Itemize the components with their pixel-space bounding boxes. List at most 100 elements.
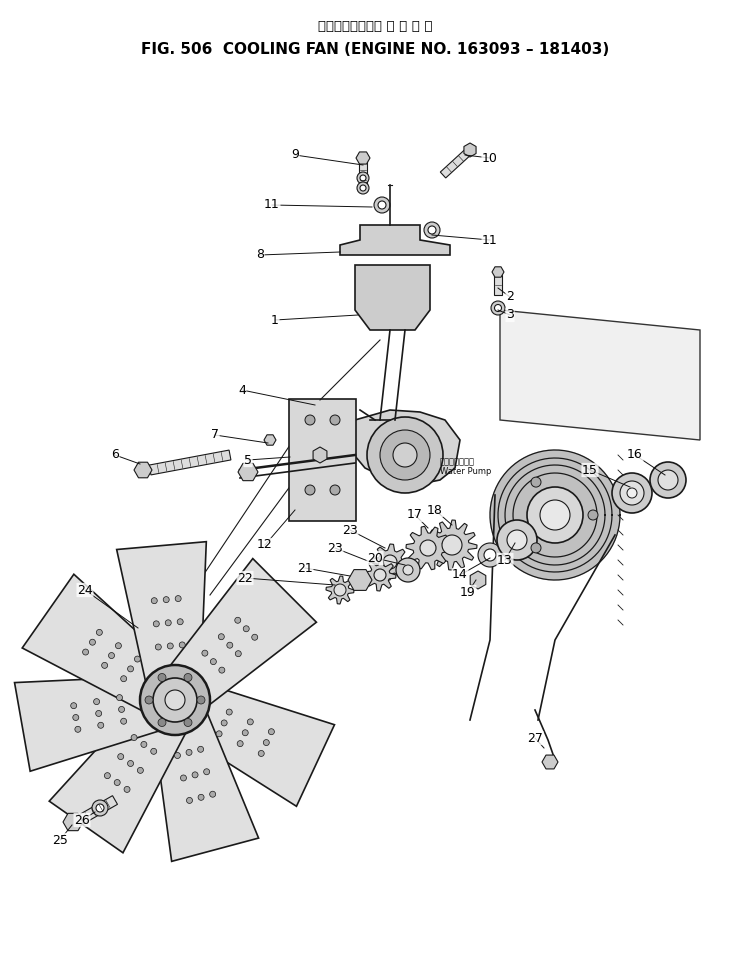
Circle shape (145, 696, 153, 704)
Circle shape (360, 185, 366, 191)
Circle shape (497, 520, 537, 560)
Text: 11: 11 (482, 234, 498, 246)
Polygon shape (372, 544, 408, 580)
Polygon shape (427, 520, 477, 570)
Circle shape (531, 543, 541, 553)
Text: 14: 14 (452, 569, 468, 581)
Text: 10: 10 (482, 152, 498, 165)
Polygon shape (149, 450, 231, 475)
Circle shape (226, 642, 232, 649)
Circle shape (202, 651, 208, 656)
Circle shape (242, 730, 248, 735)
Circle shape (153, 620, 159, 627)
Text: FIG. 506  COOLING FAN (ENGINE NO. 163093 – 181403): FIG. 506 COOLING FAN (ENGINE NO. 163093 … (141, 42, 609, 57)
Text: 26: 26 (74, 813, 90, 827)
Circle shape (158, 673, 166, 682)
Circle shape (165, 619, 171, 625)
Circle shape (116, 643, 122, 649)
Circle shape (305, 485, 315, 495)
Text: 23: 23 (342, 523, 358, 537)
Circle shape (588, 510, 598, 520)
Text: 25: 25 (52, 834, 68, 846)
Circle shape (221, 720, 227, 726)
Circle shape (96, 629, 102, 635)
Polygon shape (164, 677, 334, 806)
FancyBboxPatch shape (289, 399, 356, 521)
Circle shape (218, 634, 224, 640)
Circle shape (184, 673, 192, 682)
Circle shape (650, 462, 686, 498)
Polygon shape (14, 675, 179, 771)
Circle shape (82, 649, 88, 656)
Text: 23: 23 (327, 542, 343, 554)
Text: 27: 27 (527, 731, 543, 744)
Circle shape (165, 690, 185, 710)
Text: クーリングファン 適 用 号 機: クーリングファン 適 用 号 機 (318, 20, 432, 33)
Circle shape (258, 750, 264, 757)
Text: 5: 5 (244, 454, 252, 467)
Circle shape (94, 698, 100, 704)
Circle shape (484, 549, 496, 561)
Polygon shape (134, 463, 152, 478)
Circle shape (124, 786, 130, 793)
Circle shape (75, 727, 81, 732)
Polygon shape (490, 450, 620, 580)
Text: 9: 9 (291, 148, 299, 162)
Circle shape (155, 644, 161, 650)
Circle shape (164, 597, 170, 603)
Polygon shape (151, 693, 259, 861)
Circle shape (357, 182, 369, 194)
Circle shape (507, 530, 527, 550)
Circle shape (204, 768, 210, 774)
Circle shape (98, 723, 104, 729)
Circle shape (396, 558, 420, 582)
Text: 15: 15 (582, 464, 598, 476)
Circle shape (226, 709, 232, 715)
Circle shape (305, 415, 315, 425)
Text: 16: 16 (627, 448, 643, 462)
Circle shape (186, 749, 192, 756)
Circle shape (184, 719, 192, 727)
Circle shape (531, 477, 541, 487)
Circle shape (248, 719, 254, 725)
Circle shape (263, 739, 269, 745)
Circle shape (268, 729, 274, 734)
Circle shape (176, 595, 181, 602)
Circle shape (89, 639, 95, 645)
Circle shape (167, 643, 173, 649)
Polygon shape (406, 526, 450, 570)
Polygon shape (313, 447, 327, 463)
Circle shape (357, 172, 369, 184)
Text: 20: 20 (367, 551, 383, 565)
Circle shape (627, 488, 637, 498)
Circle shape (330, 485, 340, 495)
Polygon shape (77, 796, 118, 824)
Circle shape (158, 719, 166, 727)
Polygon shape (542, 755, 558, 768)
Circle shape (179, 642, 185, 648)
Circle shape (134, 656, 140, 662)
Circle shape (192, 771, 198, 778)
Polygon shape (63, 813, 83, 831)
Text: 4: 4 (238, 384, 246, 396)
Circle shape (187, 798, 193, 804)
Polygon shape (264, 434, 276, 445)
Circle shape (198, 795, 204, 801)
Circle shape (102, 662, 108, 668)
Circle shape (96, 804, 104, 812)
Polygon shape (494, 275, 502, 295)
Circle shape (380, 430, 430, 480)
Circle shape (177, 618, 183, 624)
Circle shape (540, 500, 570, 530)
Circle shape (104, 772, 110, 778)
Text: 3: 3 (506, 309, 514, 321)
Text: 12: 12 (257, 539, 273, 551)
Text: Water Pump: Water Pump (440, 468, 491, 476)
Circle shape (118, 706, 124, 712)
Circle shape (151, 748, 157, 754)
Polygon shape (340, 225, 450, 255)
Circle shape (181, 775, 187, 781)
Circle shape (114, 779, 120, 785)
Circle shape (428, 226, 436, 234)
Circle shape (198, 746, 204, 752)
